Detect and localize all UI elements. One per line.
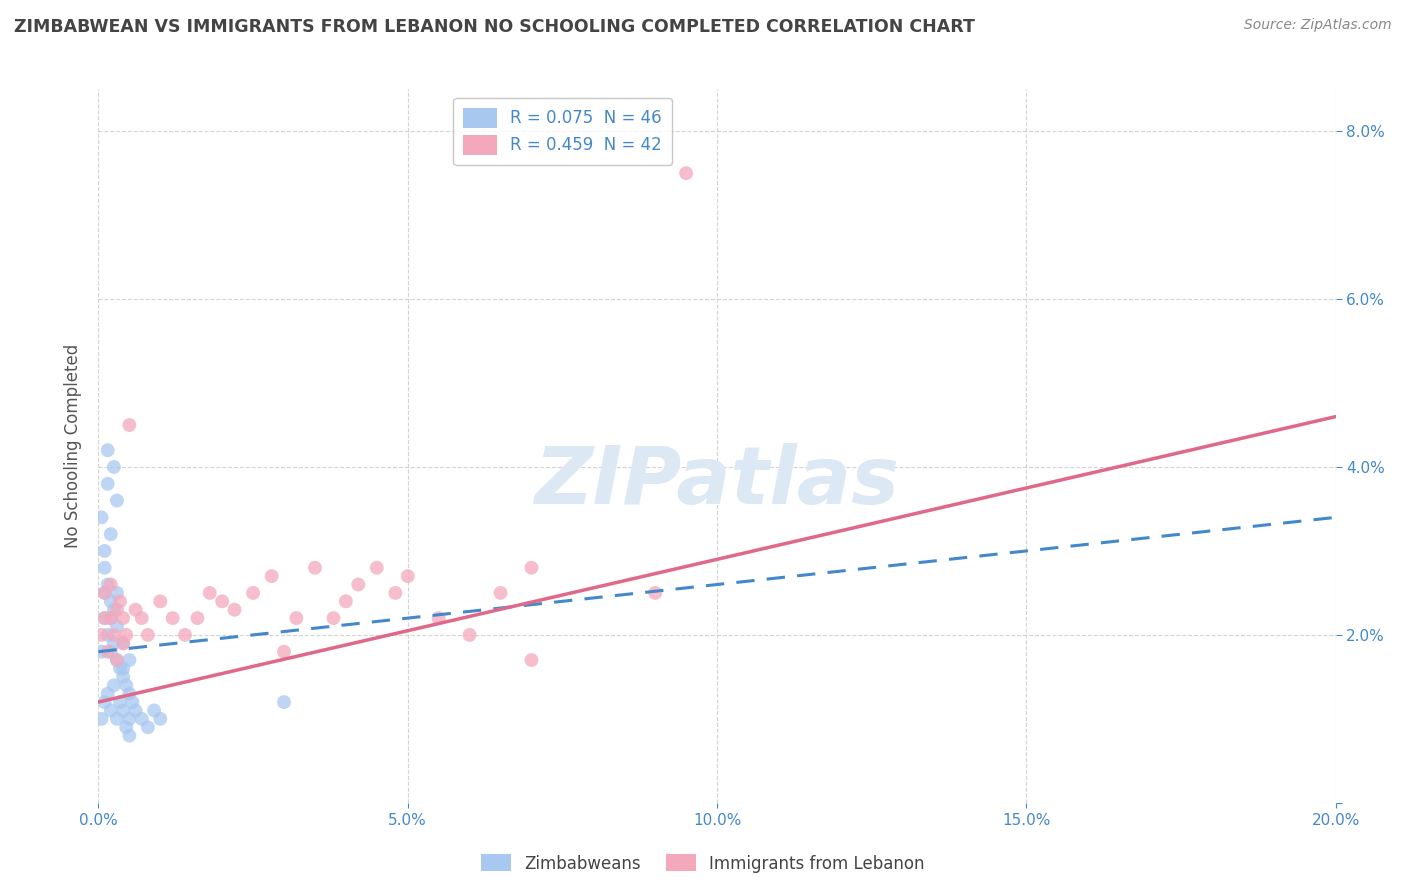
Text: ZIMBABWEAN VS IMMIGRANTS FROM LEBANON NO SCHOOLING COMPLETED CORRELATION CHART: ZIMBABWEAN VS IMMIGRANTS FROM LEBANON NO… [14,18,974,36]
Point [427,611,450,625]
Point [115,720,138,734]
Point [90,712,112,726]
Point [112,611,135,625]
Point [97,476,120,491]
Point [112,670,135,684]
Point [186,611,208,625]
Point [124,603,146,617]
Point [93,611,115,625]
Text: ZIPatlas: ZIPatlas [534,442,900,521]
Point [644,586,666,600]
Point [112,703,135,717]
Point [211,594,233,608]
Point [105,653,128,667]
Point [112,636,135,650]
Point [131,611,153,625]
Point [162,611,184,625]
Point [112,661,135,675]
Point [520,653,543,667]
Point [115,628,138,642]
Point [366,560,388,574]
Point [458,628,481,642]
Point [136,720,159,734]
Point [384,586,406,600]
Point [105,603,128,617]
Point [118,729,141,743]
Point [97,443,120,458]
Point [97,645,120,659]
Point [136,628,159,642]
Point [112,636,135,650]
Point [273,695,295,709]
Point [675,166,697,180]
Point [100,645,122,659]
Point [396,569,419,583]
Point [149,712,172,726]
Point [103,628,125,642]
Point [97,577,120,591]
Point [93,611,115,625]
Point [124,703,146,717]
Point [143,703,166,717]
Point [93,586,115,600]
Point [242,586,264,600]
Point [90,628,112,642]
Point [93,695,115,709]
Point [105,653,128,667]
Point [93,560,115,574]
Point [100,611,122,625]
Legend: Zimbabweans, Immigrants from Lebanon: Zimbabweans, Immigrants from Lebanon [474,847,932,880]
Point [105,586,128,600]
Point [100,611,122,625]
Point [93,586,115,600]
Point [103,603,125,617]
Point [108,594,131,608]
Point [100,527,122,541]
Point [285,611,308,625]
Point [90,510,112,524]
Point [224,603,246,617]
Point [103,460,125,475]
Point [304,560,326,574]
Point [489,586,512,600]
Point [115,678,138,692]
Point [118,653,141,667]
Point [105,493,128,508]
Point [322,611,344,625]
Legend: R = 0.075  N = 46, R = 0.459  N = 42: R = 0.075 N = 46, R = 0.459 N = 42 [453,97,672,165]
Point [260,569,283,583]
Point [108,661,131,675]
Point [335,594,357,608]
Point [93,544,115,558]
Point [118,687,141,701]
Text: Source: ZipAtlas.com: Source: ZipAtlas.com [1244,18,1392,32]
Point [97,628,120,642]
Point [103,636,125,650]
Point [100,703,122,717]
Point [520,560,543,574]
Point [174,628,197,642]
Point [273,645,295,659]
Point [100,594,122,608]
Point [105,619,128,633]
Point [118,417,141,432]
Point [121,695,143,709]
Point [131,712,153,726]
Point [198,586,221,600]
Y-axis label: No Schooling Completed: No Schooling Completed [65,344,83,548]
Point [100,577,122,591]
Point [103,678,125,692]
Point [149,594,172,608]
Point [108,695,131,709]
Point [97,687,120,701]
Point [118,712,141,726]
Point [90,645,112,659]
Point [105,712,128,726]
Point [347,577,370,591]
